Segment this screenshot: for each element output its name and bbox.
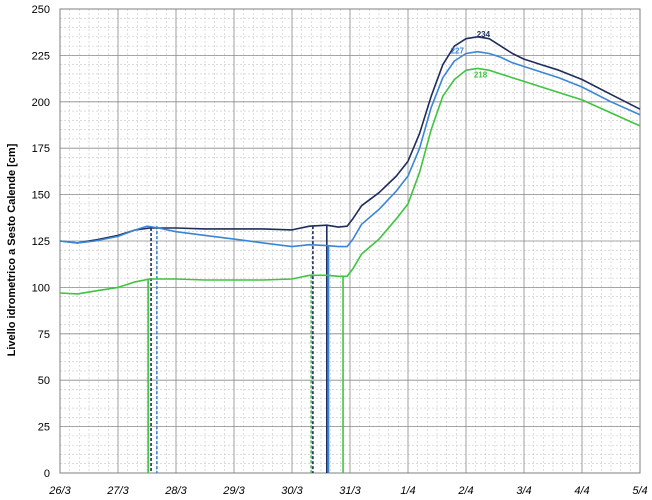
x-tick-label: 4/4 [574,485,589,497]
y-tick-label: 250 [32,4,50,16]
x-tick-label: 31/3 [339,485,361,497]
x-axis-ticks: 26/3 27/3 28/3 29/3 30/3 31/3 1/4 2/4 3/4 4/4 5/4 [48,485,647,497]
y-tick-label: 125 [32,236,50,248]
vertical-markers [147,225,344,473]
y-tick-label: 200 [32,97,50,109]
peak-labels: 234 227 218 [451,30,491,80]
y-tick-label: 100 [32,282,50,294]
y-tick-label: 175 [32,143,50,155]
x-tick-label: 27/3 [106,485,129,497]
y-tick-label: 150 [32,190,50,202]
x-tick-label: 28/3 [164,485,187,497]
y-tick-label: 50 [38,375,50,387]
x-tick-label: 5/4 [632,485,647,497]
x-tick-label: 30/3 [281,485,303,497]
peak-label: 234 [477,30,491,39]
y-tick-label: 75 [38,329,50,341]
x-tick-label: 1/4 [400,485,415,497]
y-axis-ticks: 0 25 50 75 100 125 150 175 200 225 250 [32,4,50,480]
x-tick-label: 2/4 [457,485,473,497]
x-tick-label: 26/3 [48,485,71,497]
series-lines [59,35,641,295]
y-tick-label: 225 [32,50,50,62]
y-tick-label: 0 [44,468,50,480]
series-line-2 [59,50,641,248]
x-tick-label: 29/3 [222,485,245,497]
peak-label: 227 [451,47,465,56]
peak-label: 218 [474,71,488,80]
series-line-3 [59,67,641,295]
y-tick-label: 25 [38,422,50,434]
y-axis-label: Livello idrometrico a Sesto Calende [cm] [6,143,18,356]
x-tick-label: 3/4 [516,485,531,497]
